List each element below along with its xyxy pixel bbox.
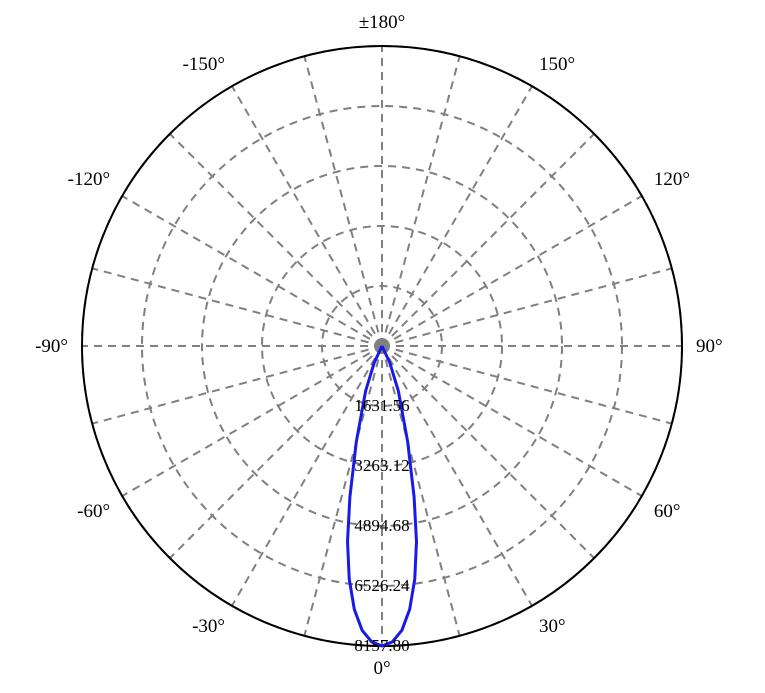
radial-label: 3263.12	[354, 456, 409, 475]
grid-spoke	[232, 346, 382, 606]
angle-label: 150°	[539, 54, 575, 75]
grid-spoke	[382, 56, 460, 346]
radial-label: 1631.56	[354, 396, 409, 415]
angle-label: -150°	[183, 54, 225, 75]
grid-spoke	[304, 56, 382, 346]
grid-spoke	[382, 346, 532, 606]
grid-spoke	[232, 86, 382, 346]
angle-label: -120°	[68, 169, 110, 190]
angle-label: 90°	[696, 336, 723, 357]
grid-spoke	[382, 196, 642, 346]
grid-spoke	[382, 86, 532, 346]
angle-label: ±180°	[359, 12, 406, 33]
polar-svg: 1631.56 3263.12 4894.68 6526.24 8157.80 ±180…	[0, 0, 765, 693]
radial-label: 8157.80	[354, 636, 409, 655]
grid-spoke	[170, 346, 382, 558]
grid-spoke	[92, 346, 382, 424]
grid-spoke	[382, 346, 642, 496]
grid-spoke	[122, 196, 382, 346]
grid-spoke	[382, 134, 594, 346]
grid-spoke	[92, 268, 382, 346]
grid-spoke	[382, 268, 672, 346]
angle-label: 0°	[373, 658, 390, 679]
angle-label: 120°	[654, 169, 690, 190]
angle-label: -90°	[35, 336, 68, 357]
radial-label: 6526.24	[354, 576, 410, 595]
radial-label: 4894.68	[354, 516, 409, 535]
grid-spoke	[382, 346, 672, 424]
angle-label: 60°	[654, 501, 681, 522]
grid-spoke	[170, 134, 382, 346]
polar-chart: 1631.56 3263.12 4894.68 6526.24 8157.80 ±180…	[0, 0, 765, 693]
grid-spoke	[122, 346, 382, 496]
angle-label: -30°	[192, 616, 225, 637]
angle-label: -60°	[77, 501, 110, 522]
grid-spoke	[382, 346, 594, 558]
angle-label: 30°	[539, 616, 566, 637]
